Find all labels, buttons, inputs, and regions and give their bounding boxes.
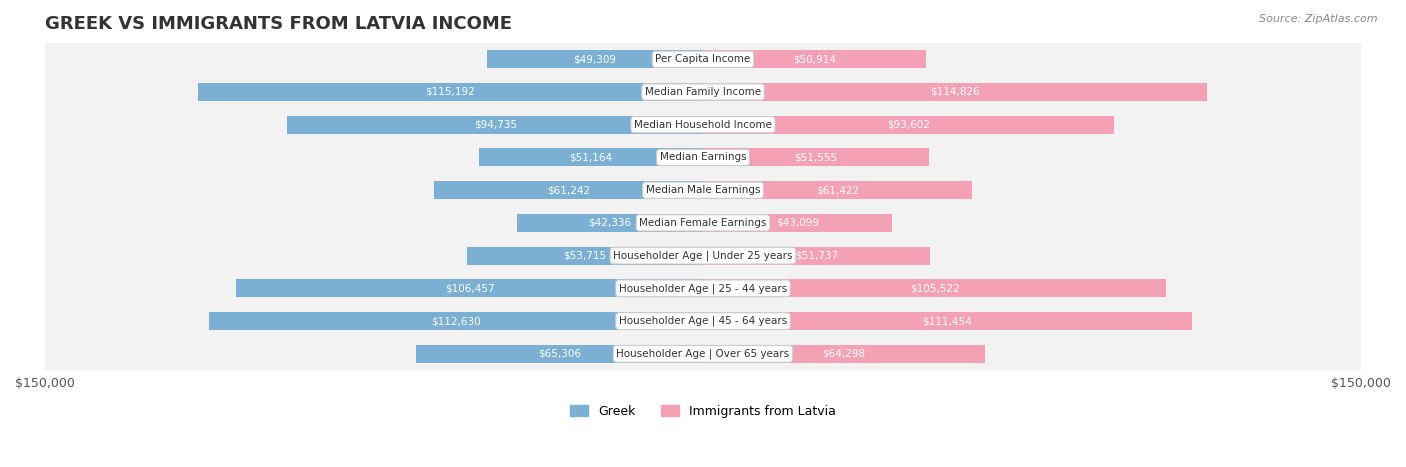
Bar (703, 247, 929, 265)
Legend: Greek, Immigrants from Latvia: Greek, Immigrants from Latvia (565, 400, 841, 423)
Bar (45, 174, 1361, 206)
Bar (703, 345, 986, 363)
Bar (209, 312, 703, 330)
Text: Householder Age | Under 25 years: Householder Age | Under 25 years (613, 250, 793, 261)
Text: Median Household Income: Median Household Income (634, 120, 772, 130)
Text: Source: ZipAtlas.com: Source: ZipAtlas.com (1260, 14, 1378, 24)
Bar (703, 181, 973, 199)
Bar (703, 149, 929, 166)
Bar (45, 206, 1361, 239)
Text: $65,306: $65,306 (538, 349, 581, 359)
Bar (703, 50, 927, 68)
Text: $51,555: $51,555 (794, 152, 838, 163)
Text: $94,735: $94,735 (474, 120, 517, 130)
Bar (45, 338, 1361, 370)
Bar (703, 312, 1192, 330)
Text: GREEK VS IMMIGRANTS FROM LATVIA INCOME: GREEK VS IMMIGRANTS FROM LATVIA INCOME (45, 15, 512, 33)
Bar (45, 76, 1361, 108)
Text: $64,298: $64,298 (823, 349, 866, 359)
Text: $53,715: $53,715 (564, 251, 607, 261)
Text: Householder Age | Over 65 years: Householder Age | Over 65 years (616, 348, 790, 359)
Text: Median Female Earnings: Median Female Earnings (640, 218, 766, 228)
Bar (236, 279, 703, 297)
Text: Householder Age | 25 - 44 years: Householder Age | 25 - 44 years (619, 283, 787, 294)
Text: $93,602: $93,602 (887, 120, 929, 130)
Text: $112,630: $112,630 (432, 316, 481, 326)
Text: $106,457: $106,457 (444, 283, 495, 293)
Text: $61,242: $61,242 (547, 185, 591, 195)
Bar (434, 181, 703, 199)
Bar (703, 83, 1206, 101)
Text: $51,737: $51,737 (794, 251, 838, 261)
Bar (45, 272, 1361, 304)
Text: $42,336: $42,336 (589, 218, 631, 228)
Text: $115,192: $115,192 (426, 87, 475, 97)
Text: $105,522: $105,522 (910, 283, 959, 293)
Bar (45, 141, 1361, 174)
Bar (478, 149, 703, 166)
Text: Median Earnings: Median Earnings (659, 152, 747, 163)
Text: $49,309: $49,309 (574, 54, 616, 64)
Text: $51,164: $51,164 (569, 152, 613, 163)
Text: $50,914: $50,914 (793, 54, 837, 64)
Bar (416, 345, 703, 363)
Text: $111,454: $111,454 (922, 316, 973, 326)
Text: Median Family Income: Median Family Income (645, 87, 761, 97)
Text: $43,099: $43,099 (776, 218, 820, 228)
Bar (517, 214, 703, 232)
Bar (198, 83, 703, 101)
Text: Per Capita Income: Per Capita Income (655, 54, 751, 64)
Bar (486, 50, 703, 68)
Bar (45, 239, 1361, 272)
Bar (703, 279, 1166, 297)
Bar (45, 304, 1361, 338)
Bar (287, 116, 703, 134)
Text: Householder Age | 45 - 64 years: Householder Age | 45 - 64 years (619, 316, 787, 326)
Text: $114,826: $114,826 (929, 87, 980, 97)
Bar (467, 247, 703, 265)
Bar (45, 108, 1361, 141)
Bar (703, 214, 891, 232)
Text: Median Male Earnings: Median Male Earnings (645, 185, 761, 195)
Text: $61,422: $61,422 (815, 185, 859, 195)
Bar (45, 43, 1361, 76)
Bar (703, 116, 1114, 134)
